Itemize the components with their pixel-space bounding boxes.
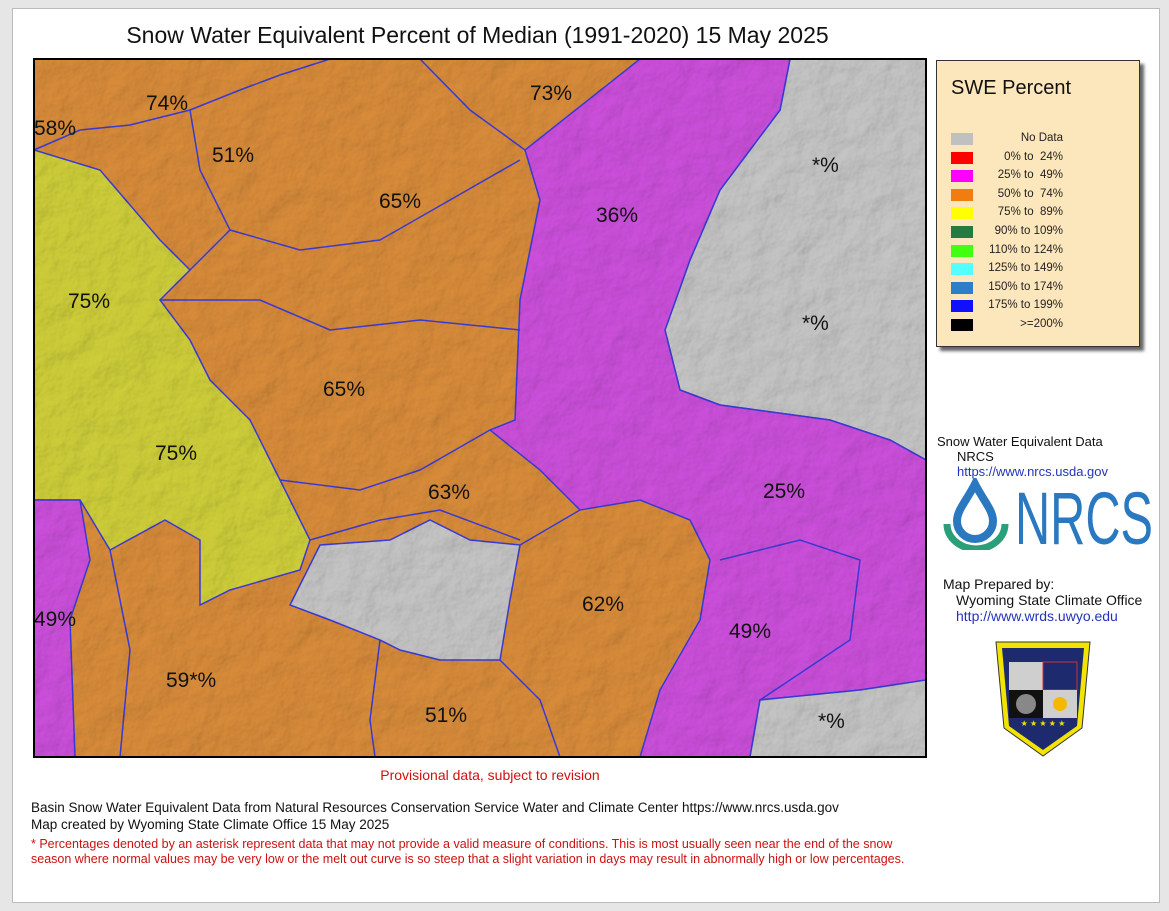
- provisional-notice: Provisional data, subject to revision: [380, 767, 600, 783]
- legend-item: No Data: [951, 132, 1131, 145]
- legend-label: 75% to 89%: [997, 206, 1063, 219]
- basin-label: *%: [802, 312, 829, 335]
- legend-item: 175% to 199%: [951, 299, 1131, 313]
- basin-label: 73%: [530, 82, 572, 105]
- footer-data-source: Basin Snow Water Equivalent Data from Na…: [31, 800, 839, 815]
- legend-swatch: [951, 244, 973, 257]
- basin-label: *%: [812, 154, 839, 177]
- legend-label: 175% to 199%: [988, 299, 1063, 312]
- asterisk-note: * Percentages denoted by an asterisk rep…: [31, 837, 905, 866]
- nrcs-link[interactable]: https://www.nrcs.usda.gov: [957, 464, 1109, 479]
- wrds-link[interactable]: http://www.wrds.uwyo.edu: [956, 608, 1118, 624]
- legend-swatch: [951, 281, 973, 294]
- legend-item: 150% to 174%: [951, 280, 1131, 294]
- basin-label: 75%: [155, 442, 197, 465]
- data-source-heading: Snow Water Equivalent Data: [937, 434, 1103, 449]
- legend-item: 25% to 49%: [951, 169, 1131, 183]
- legend-item: >=200%: [951, 318, 1131, 331]
- basin-label: 36%: [596, 204, 638, 227]
- basin-label: 58%: [34, 117, 76, 140]
- basin-label: 62%: [582, 593, 624, 616]
- nrcs-logo-text: NRCS: [1015, 478, 1153, 550]
- legend-swatch: [951, 188, 973, 201]
- legend-label: >=200%: [1020, 318, 1063, 330]
- wsco-seal-logo: ★ ★ ★ ★ ★: [995, 641, 1091, 757]
- map-title: Snow Water Equivalent Percent of Median …: [126, 22, 829, 48]
- basin-label: 65%: [323, 378, 365, 401]
- legend-swatch: [951, 170, 973, 183]
- map-frame: [33, 58, 927, 758]
- svg-text:★ ★ ★ ★ ★: ★ ★ ★ ★ ★: [1021, 719, 1066, 728]
- footer-map-credit: Map created by Wyoming State Climate Off…: [31, 817, 390, 832]
- legend-label: 125% to 149%: [988, 262, 1063, 275]
- legend-label: 90% to 109%: [994, 225, 1063, 237]
- legend-label: 25% to 49%: [997, 169, 1063, 182]
- legend-item: 90% to 109%: [951, 225, 1131, 238]
- legend-item: 125% to 149%: [951, 262, 1131, 276]
- basin-label: 51%: [212, 144, 254, 167]
- basin-label: 49%: [729, 620, 771, 643]
- legend-swatch: [951, 300, 973, 313]
- legend-label: 50% to 74%: [997, 187, 1063, 200]
- basin-label: 49%: [34, 608, 76, 631]
- legend-swatch: [951, 133, 973, 145]
- legend-label: 110% to 124%: [989, 243, 1063, 256]
- hillshade: [34, 59, 926, 757]
- legend-title: SWE Percent: [951, 77, 1072, 99]
- basin-label: 63%: [428, 481, 470, 504]
- legend-item: 0% to 24%: [951, 150, 1131, 164]
- basin-labels: 74% 58% 51% 73% 65% 36% *% 75% *% 65% 75…: [34, 82, 845, 733]
- data-source-org: NRCS: [957, 449, 994, 464]
- legend-label: 0% to 24%: [1004, 150, 1063, 163]
- prepared-by-heading: Map Prepared by:: [943, 576, 1055, 592]
- nrcs-logo: NRCS: [943, 478, 1153, 550]
- basin-label: *%: [818, 710, 845, 733]
- legend-item: 75% to 89%: [951, 206, 1131, 220]
- legend-item: 50% to 74%: [951, 187, 1131, 201]
- legend-swatch: [951, 226, 973, 238]
- legend-swatch: [951, 207, 973, 220]
- legend-swatch: [951, 263, 973, 276]
- legend-label: No Data: [1020, 132, 1063, 144]
- basin-label: 75%: [68, 290, 110, 313]
- basin-label: 51%: [425, 704, 467, 727]
- basin-label: 25%: [763, 480, 805, 503]
- legend-swatch: [951, 319, 973, 331]
- basin-label: 59*%: [166, 669, 216, 692]
- legend: SWE Percent No Data 0% to 24% 25% to 49% 50…: [936, 60, 1140, 347]
- legend-item: 110% to 124%: [951, 243, 1131, 257]
- legend-swatch: [951, 151, 973, 164]
- legend-label: 150% to 174%: [988, 280, 1063, 293]
- basin-label: 74%: [146, 92, 188, 115]
- prepared-by-org: Wyoming State Climate Office: [956, 592, 1143, 608]
- basin-label: 65%: [379, 190, 421, 213]
